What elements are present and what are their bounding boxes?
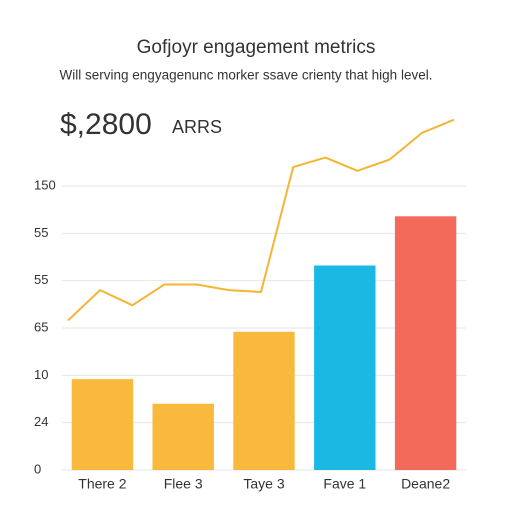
x-tick-label: Flee 3 [164, 476, 203, 492]
bar [71, 379, 134, 470]
y-tick-label: 10 [34, 367, 48, 382]
y-tick-label: 0 [34, 461, 41, 476]
y-tick-label: 55 [34, 225, 48, 240]
x-tick-label: Taye 3 [243, 476, 284, 492]
y-tick-label: 55 [34, 272, 48, 287]
bar [314, 265, 376, 470]
bar [152, 403, 214, 470]
y-tick-label: 24 [34, 414, 48, 429]
bar [394, 216, 457, 470]
chart-subtitle: Will serving engyagenunc morker ssave cr… [60, 68, 433, 83]
x-tick-label: Fave 1 [323, 476, 366, 492]
y-tick-label: 150 [34, 177, 56, 192]
chart-title: Gofjoyr engagement metrics [137, 37, 376, 58]
y-tick-label: 65 [34, 319, 48, 334]
trend-line [67, 118, 455, 322]
x-tick-label: There 2 [78, 476, 126, 492]
bar [233, 331, 295, 470]
headline-value: $,2800 [60, 108, 152, 141]
headline-unit: ARRS [172, 117, 222, 137]
x-tick-label: Deane2 [401, 476, 450, 492]
